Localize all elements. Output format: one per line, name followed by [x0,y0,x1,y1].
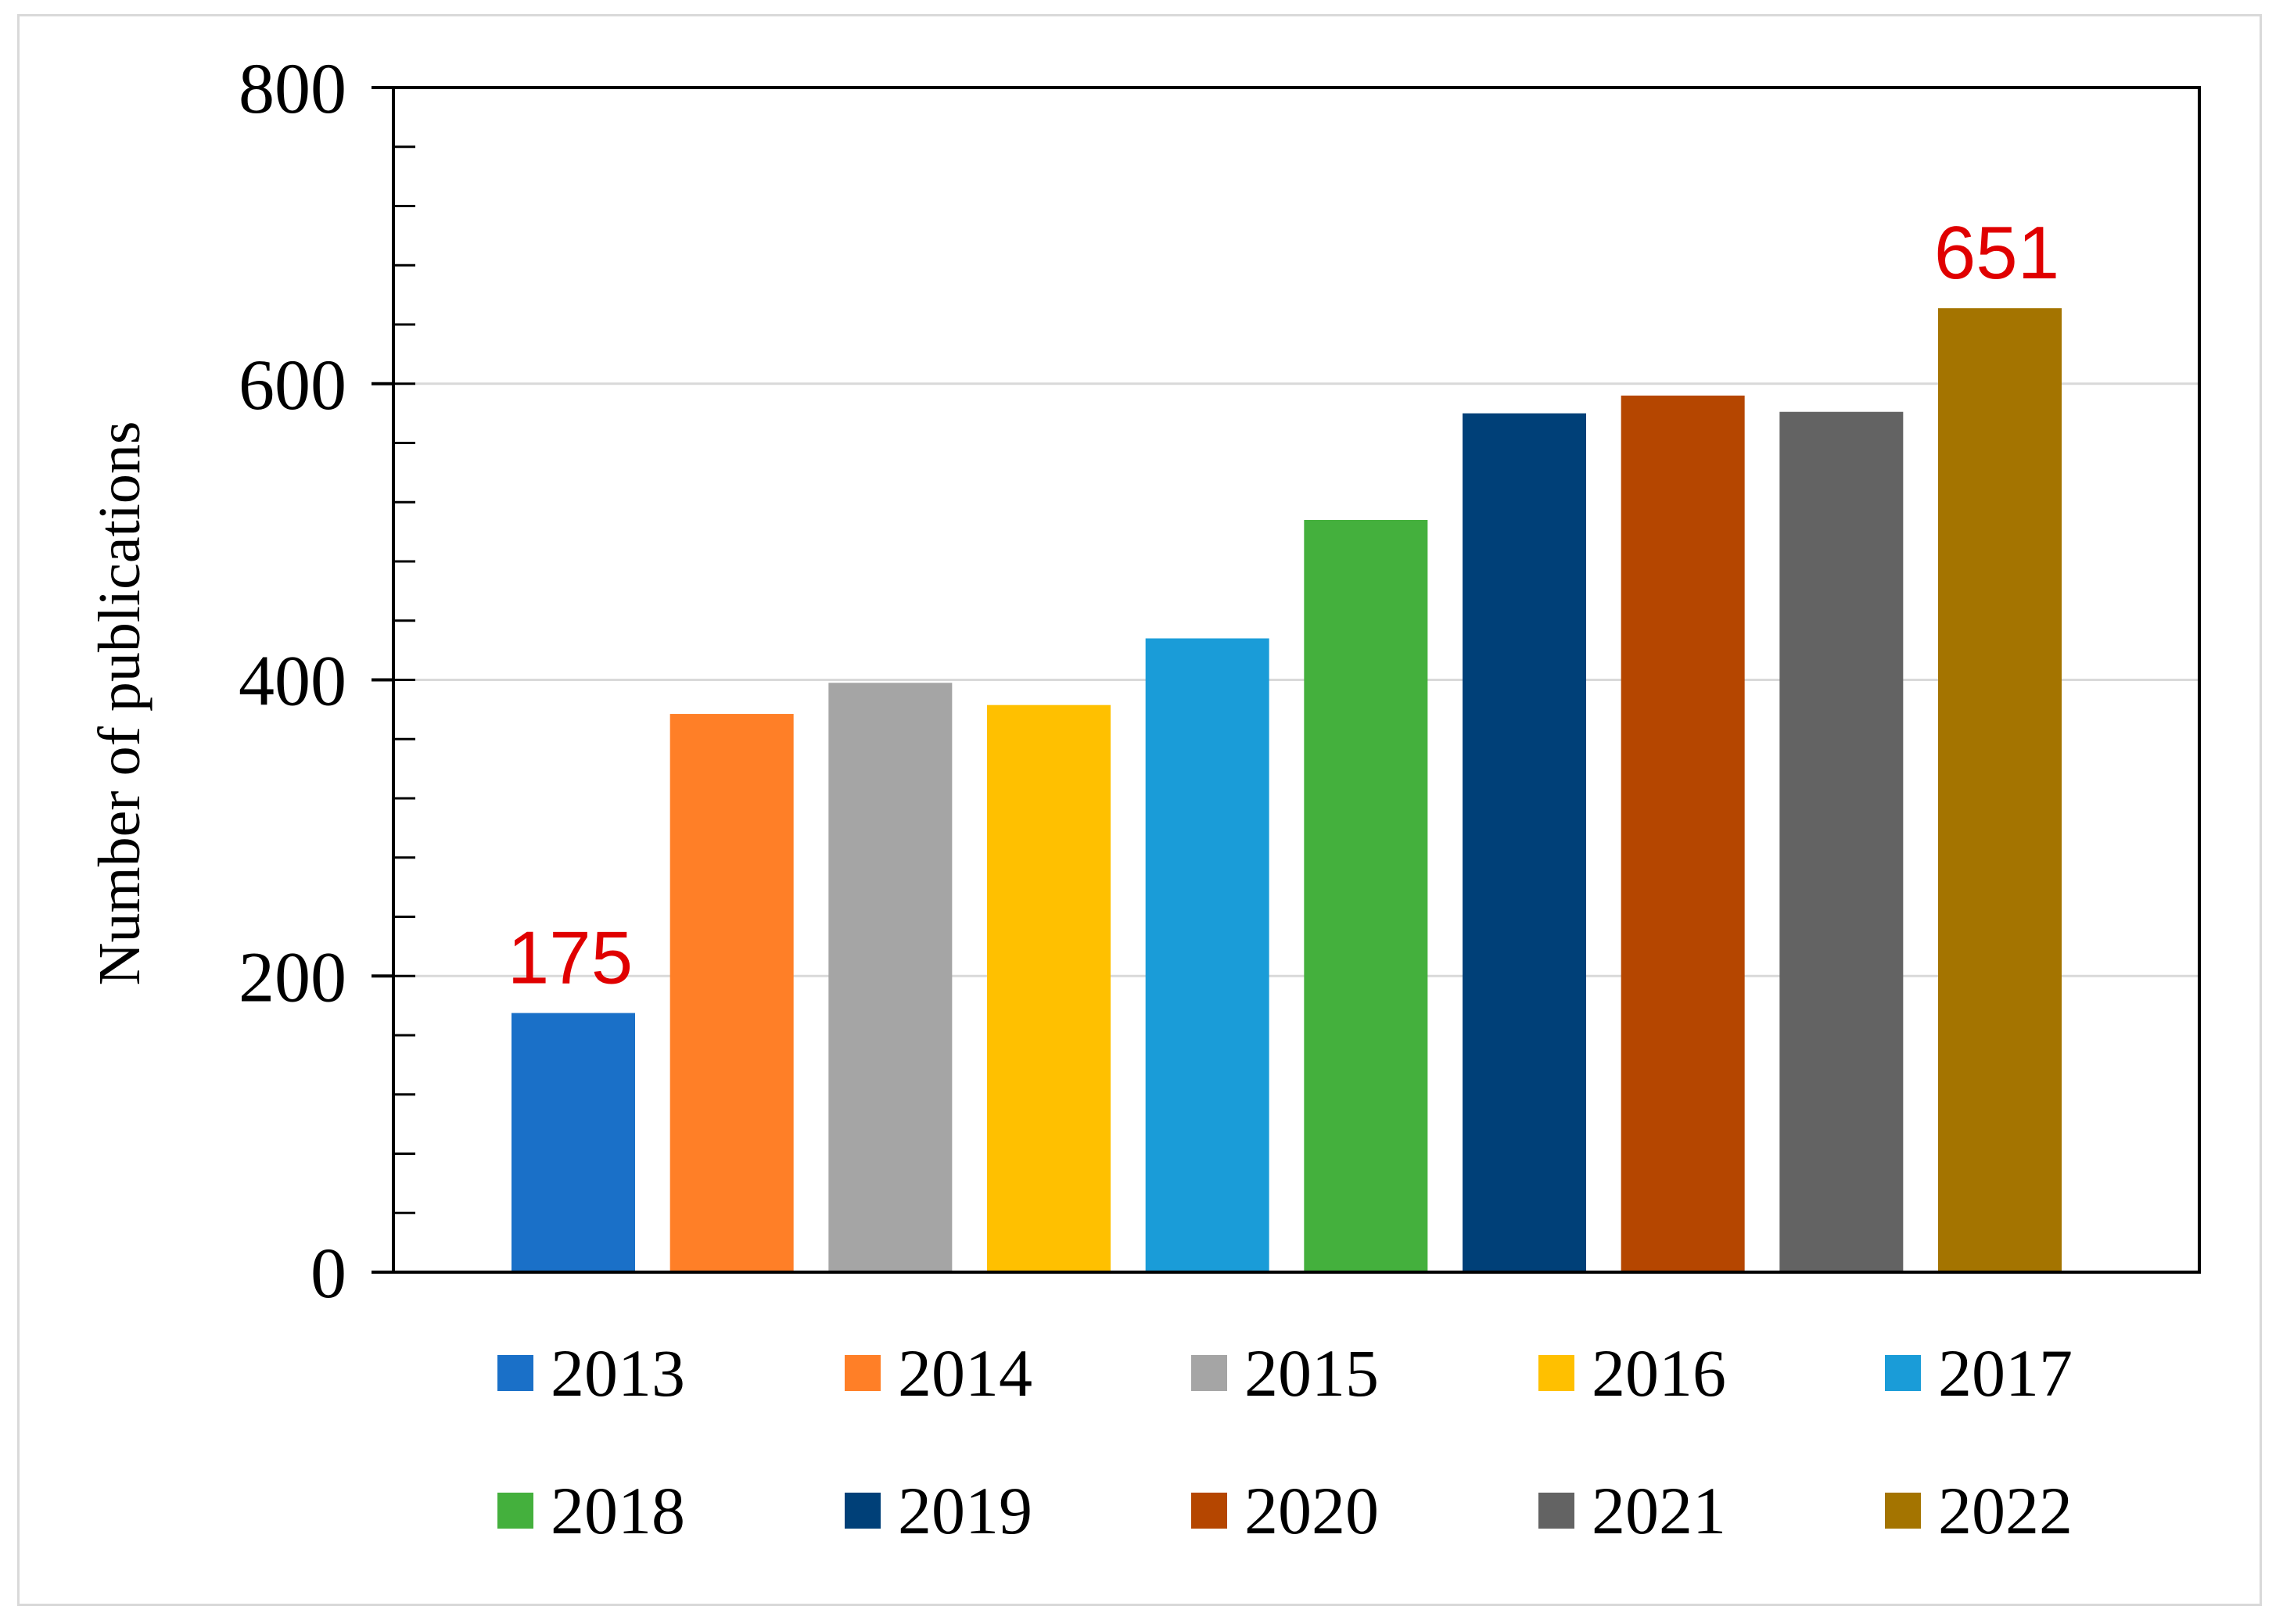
legend: 2013 2014 2015 2016 2017 2018 2019 2020 2021 2022 [497,1335,2073,1548]
bar-2018 [1304,519,1428,1272]
legend-label-2018: 2018 [551,1473,685,1548]
legend-label-2021: 2021 [1592,1473,1726,1548]
bar-2022 [1938,308,2062,1273]
y-axis-tick-labels: 0 200 400 600 800 [239,48,346,1313]
legend-swatch-2016 [1538,1355,1574,1391]
bar-2014 [669,714,794,1272]
bar-2016 [987,704,1111,1272]
bar-2013 [512,1013,635,1272]
bar-2015 [828,683,953,1272]
legend-label-2022: 2022 [1938,1473,2073,1548]
y-axis-title: Number of publications [87,421,153,986]
bar-2020 [1621,395,1745,1272]
legend-label-2017: 2017 [1938,1335,2073,1411]
legend-label-2016: 2016 [1592,1335,1726,1411]
legend-swatch-2014 [845,1355,881,1391]
legend-swatch-2022 [1885,1493,1921,1529]
legend-swatch-2019 [845,1493,881,1529]
gridlines [372,86,2199,1274]
bar-2021 [1779,411,1904,1273]
data-labels: 175 651 [508,211,2059,999]
data-label-2013: 175 [508,916,633,1000]
legend-swatch-2017 [1885,1355,1921,1391]
legend-label-2013: 2013 [551,1335,685,1411]
bar-2017 [1145,638,1269,1272]
legend-label-2015: 2015 [1244,1335,1379,1411]
data-label-2022: 651 [1934,211,2059,295]
y-axis-minor-ticks [393,86,415,1274]
legend-label-2019: 2019 [898,1473,1032,1548]
legend-swatch-2021 [1538,1493,1574,1529]
y-tick-label: 200 [239,937,346,1016]
y-tick-label: 600 [239,345,346,425]
y-tick-label: 0 [311,1233,346,1313]
legend-label-2020: 2020 [1244,1473,1379,1548]
legend-swatch-2018 [497,1493,533,1529]
bars [512,308,2062,1273]
y-tick-label: 400 [239,641,346,721]
legend-swatch-2015 [1191,1355,1227,1391]
chart-frame [17,14,2262,1606]
bar-2019 [1463,413,1586,1272]
y-tick-label: 800 [239,48,346,128]
plot-area-border [392,86,2201,1274]
legend-swatch-2020 [1191,1493,1227,1529]
legend-label-2014: 2014 [898,1335,1032,1411]
legend-swatch-2013 [497,1355,533,1391]
